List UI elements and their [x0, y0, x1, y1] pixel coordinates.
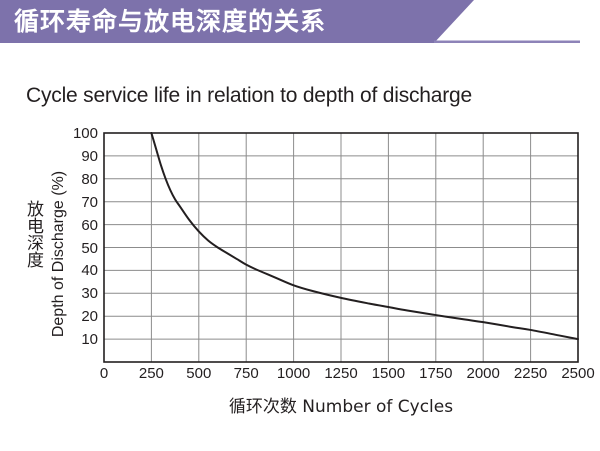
x-tick-label: 1750: [419, 365, 453, 382]
y-tick-label: 60: [81, 216, 98, 234]
y-tick-label: 50: [81, 239, 98, 257]
plot-frame: [103, 132, 579, 363]
chart-title: Cycle service life in relation to depth …: [26, 84, 473, 107]
x-tick-label: 500: [186, 365, 212, 382]
y-axis-tick-labels: 10 20 30 40 50 60 70 80 90 100: [62, 0, 98, 451]
y-tick-label: 90: [81, 147, 98, 165]
x-tick-label: 2000: [466, 365, 500, 382]
header-banner: 循环寿命与放电深度的关系: [0, 0, 600, 52]
y-tick-label: 30: [81, 285, 98, 303]
x-tick-label: 750: [233, 365, 259, 382]
x-tick-label: 1000: [276, 365, 311, 382]
y-tick-label: 70: [81, 193, 98, 211]
x-tick-label: 1500: [371, 365, 406, 382]
y-tick-label: 20: [81, 308, 98, 326]
y-tick-label: 100: [72, 125, 98, 142]
y-axis-title-chinese: 放电深度: [23, 200, 43, 268]
y-tick-label: 80: [81, 170, 98, 188]
y-tick-label: 40: [81, 262, 98, 280]
page-title: 循环寿命与放电深度的关系: [14, 7, 327, 36]
banner-background-shape: [0, 0, 580, 43]
x-tick-label: 0: [99, 365, 109, 382]
x-axis-title: 循环次数 Number of Cycles: [228, 397, 454, 417]
y-tick-label: 10: [81, 331, 98, 349]
discharge-curve: [150, 132, 579, 341]
x-tick-label: 250: [138, 365, 164, 382]
gridlines: [104, 132, 578, 362]
x-tick-label: 2500: [561, 365, 595, 382]
x-tick-label: 2250: [513, 365, 548, 382]
x-tick-label: 1250: [324, 365, 358, 382]
